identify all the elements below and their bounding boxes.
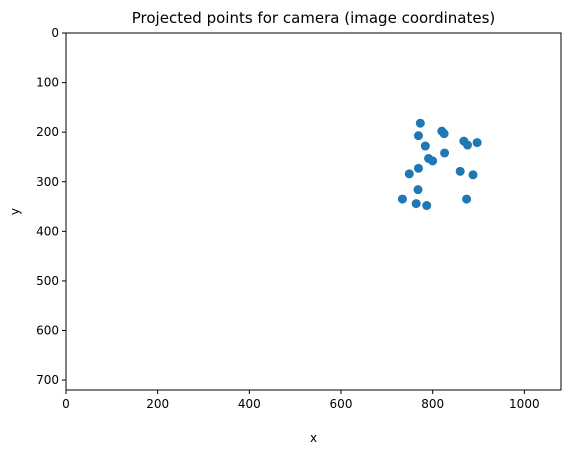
scatter-point	[468, 170, 478, 180]
x-tick-label: 0	[62, 397, 70, 411]
y-tick-label: 200	[36, 125, 59, 139]
scatter-point	[415, 118, 425, 128]
scatter-point	[397, 194, 407, 204]
scatter-point	[404, 169, 414, 179]
scatter-point	[411, 199, 421, 209]
y-axis: 0 100 200 300 400 500 600 700	[36, 26, 66, 387]
x-tick-label: 200	[146, 397, 169, 411]
scatter-point	[462, 194, 472, 204]
plot-frame	[65, 32, 562, 391]
scatter-point	[420, 141, 430, 151]
y-tick-label: 600	[36, 324, 59, 338]
y-tick-label: 300	[36, 175, 59, 189]
x-tick-label: 800	[421, 397, 444, 411]
x-axis-label: x	[310, 431, 317, 445]
x-tick-label: 400	[238, 397, 261, 411]
scatter-point	[455, 166, 465, 176]
y-tick-label: 700	[36, 373, 59, 387]
scatter-point	[463, 140, 472, 150]
scatter-point	[428, 156, 438, 166]
y-tick-label: 100	[36, 76, 59, 90]
scatter-point	[472, 138, 482, 148]
scatter-point	[440, 148, 450, 158]
scatter-point	[413, 185, 423, 195]
y-tick-label: 500	[36, 274, 59, 288]
chart-title: Projected points for camera (image coord…	[132, 9, 496, 27]
plot-area-marks	[397, 118, 482, 211]
scatter-point	[439, 129, 449, 139]
y-tick-label: 400	[36, 224, 59, 238]
scatter-point	[413, 163, 423, 173]
y-tick-label: 0	[51, 26, 59, 40]
x-tick-label: 1000	[509, 397, 540, 411]
scatter-point	[413, 131, 423, 141]
x-tick-label: 600	[330, 397, 353, 411]
scatter-point	[422, 201, 432, 211]
y-axis-label: y	[8, 208, 22, 215]
x-axis: 0 200 400 600 800 1000	[62, 390, 540, 411]
